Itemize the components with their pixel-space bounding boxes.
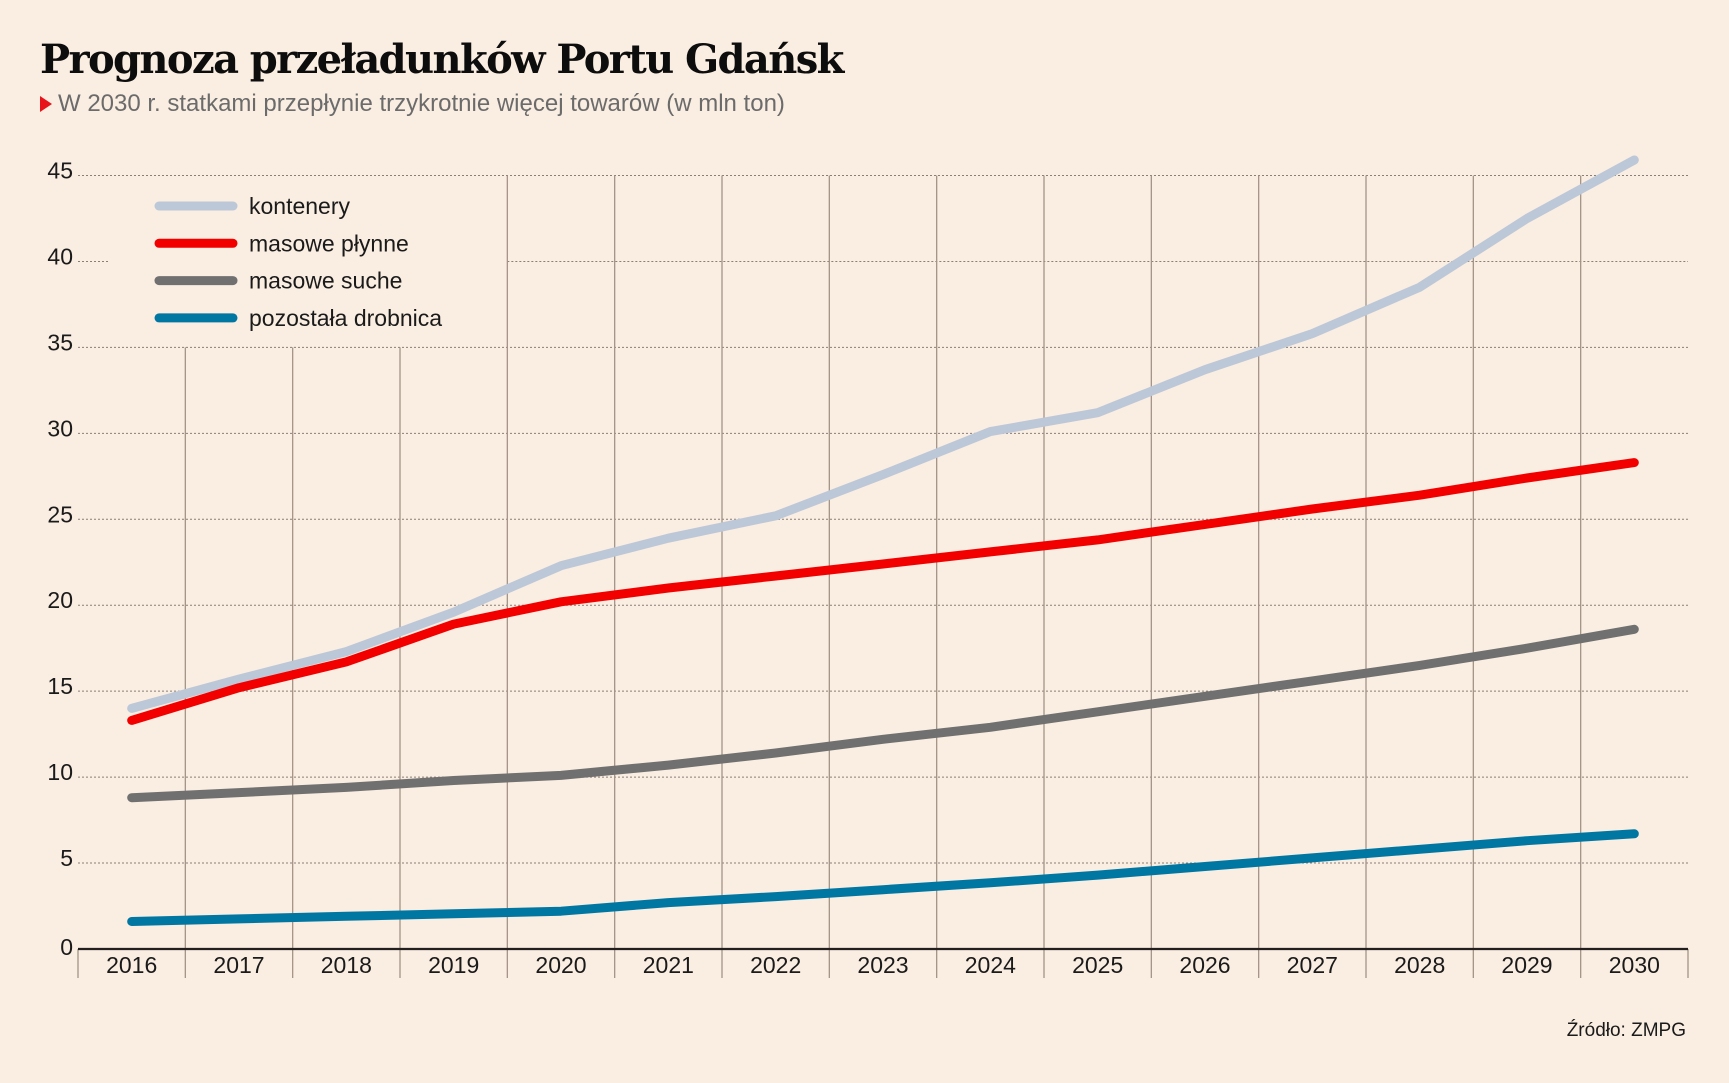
chart-subtitle: W 2030 r. statkami przepłynie trzykrotni… xyxy=(40,90,785,118)
y-tick-label: 15 xyxy=(47,673,73,699)
legend-label: kontenery xyxy=(249,193,351,219)
x-tick-label: 2026 xyxy=(1179,952,1230,978)
y-tick-label: 35 xyxy=(47,329,73,355)
legend: kontenery masowe płynne masowe suche pozost… xyxy=(154,193,442,331)
x-tick-label: 2017 xyxy=(213,952,264,978)
x-axis-labels: 2016 2017 2018 2019 2020 2021 2022 2023 2024 2025… xyxy=(106,952,1660,978)
x-tick-label: 2016 xyxy=(106,952,157,978)
x-tick-label: 2029 xyxy=(1501,952,1552,978)
y-tick-label: 30 xyxy=(47,415,73,441)
x-tick-label: 2022 xyxy=(750,952,801,978)
legend-label: masowe płynne xyxy=(249,230,409,256)
x-tick-label: 2025 xyxy=(1072,952,1123,978)
horizontal-gridlines xyxy=(78,175,1688,864)
y-tick-label: 40 xyxy=(47,243,73,269)
triangle-marker-icon xyxy=(40,96,52,112)
x-tick-label: 2028 xyxy=(1394,952,1445,978)
x-tick-label: 2027 xyxy=(1287,952,1338,978)
legend-item: pozostała drobnica xyxy=(154,305,442,331)
series-line-masowe-płynne xyxy=(127,458,1639,725)
x-tick-label: 2021 xyxy=(643,952,694,978)
legend-item: masowe suche xyxy=(154,268,402,294)
chart-subtitle-text: W 2030 r. statkami przepłynie trzykrotni… xyxy=(58,90,785,117)
legend-item: kontenery xyxy=(154,193,351,219)
y-axis-labels: 0 5 10 15 20 25 30 35 40 45 xyxy=(47,158,73,961)
y-tick-label: 20 xyxy=(47,587,73,613)
x-tick-label: 2030 xyxy=(1609,952,1660,978)
y-tick-label: 45 xyxy=(47,158,73,184)
y-tick-label: 10 xyxy=(47,759,73,785)
source-note: Źródło: ZMPG xyxy=(1566,1020,1686,1041)
y-tick-label: 5 xyxy=(60,845,73,871)
series-lines xyxy=(127,155,1639,926)
legend-label: masowe suche xyxy=(249,268,402,294)
chart-title: Prognoza przeładunków Portu Gdańsk xyxy=(40,36,844,83)
vertical-gridlines xyxy=(77,175,1689,978)
x-tick-label: 2024 xyxy=(965,952,1016,978)
y-tick-label: 0 xyxy=(60,934,73,960)
x-tick-label: 2020 xyxy=(535,952,586,978)
x-tick-label: 2023 xyxy=(857,952,908,978)
series-line-pozostała-drobnica xyxy=(127,829,1639,926)
legend-item: masowe płynne xyxy=(154,230,409,256)
x-tick-label: 2018 xyxy=(321,952,372,978)
y-tick-label: 25 xyxy=(47,501,73,527)
x-tick-label: 2019 xyxy=(428,952,479,978)
legend-label: pozostała drobnica xyxy=(249,305,442,331)
